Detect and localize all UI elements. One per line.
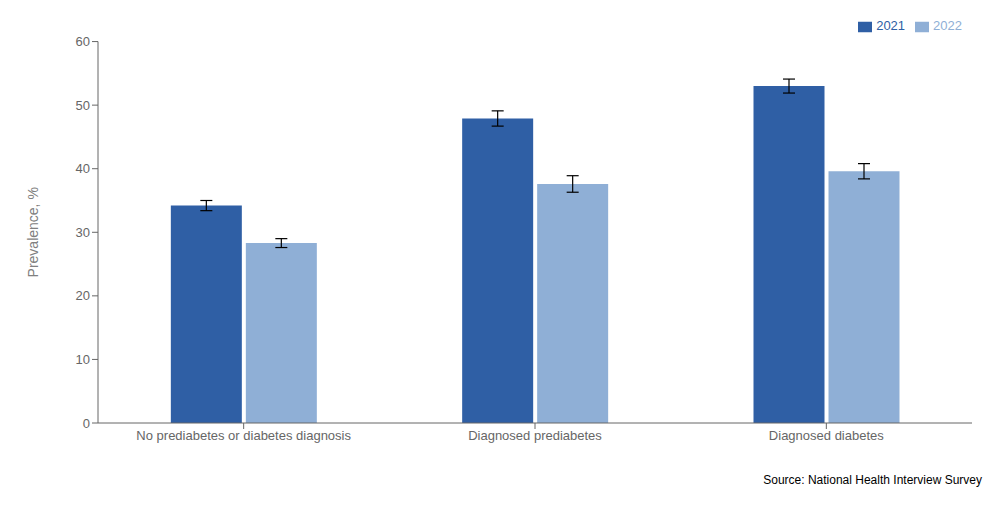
svg-text:No prediabetes or diabetes dia: No prediabetes or diabetes diagnosis: [136, 428, 351, 443]
svg-text:20: 20: [76, 288, 90, 303]
svg-text:40: 40: [76, 161, 90, 176]
svg-text:Diagnosed prediabetes: Diagnosed prediabetes: [468, 428, 602, 443]
svg-text:10: 10: [76, 352, 90, 367]
svg-text:Prevalence, %: Prevalence, %: [25, 187, 41, 277]
svg-text:50: 50: [76, 98, 90, 113]
svg-text:Diagnosed diabetes: Diagnosed diabetes: [769, 428, 884, 443]
svg-text:0: 0: [83, 416, 90, 431]
html-text:2022: 2022: [933, 18, 962, 33]
svg-text:60: 60: [76, 34, 90, 49]
svg-text:30: 30: [76, 225, 90, 240]
html-text:2021: 2021: [876, 18, 906, 33]
html-text:Source: National Health Interv: Source: National Health Interview Survey: [763, 473, 982, 487]
